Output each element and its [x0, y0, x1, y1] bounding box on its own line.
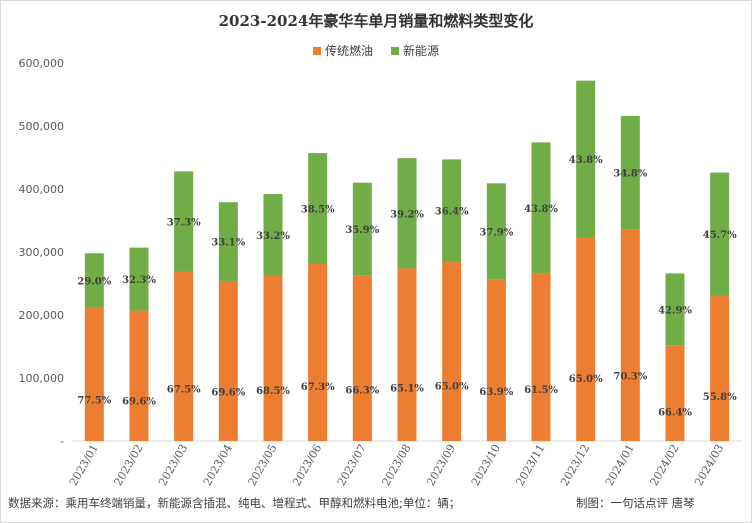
data-label-ice: 69.6%	[122, 397, 156, 408]
bar-nev	[576, 80, 596, 238]
data-label-ice: 65.0%	[435, 382, 469, 393]
x-tick-label: 2023/02	[111, 442, 145, 488]
data-label-ice: 65.0%	[569, 374, 603, 385]
data-label-nev: 33.2%	[256, 231, 290, 242]
data-label-ice: 65.1%	[390, 383, 424, 394]
data-label-ice: 68.5%	[256, 386, 290, 397]
legend-swatch-nev	[391, 46, 399, 55]
bar-nev	[486, 183, 506, 280]
bar-nev	[218, 202, 238, 281]
x-tick-label: 2023/05	[245, 442, 279, 488]
bar-nev	[620, 115, 640, 230]
bar-ice	[531, 273, 551, 441]
data-label-ice: 69.6%	[211, 387, 245, 398]
y-tick-label: 200,000	[19, 309, 65, 322]
bar-nev	[174, 171, 194, 272]
bar-nev	[397, 158, 417, 269]
legend-item-nev: 新能源	[391, 42, 439, 59]
data-label-nev: 45.7%	[703, 230, 737, 241]
bar-nev	[531, 142, 551, 274]
bar-ice	[442, 262, 462, 441]
bar-nev	[710, 172, 730, 296]
data-label-ice: 61.5%	[524, 385, 558, 396]
bar-nev	[665, 273, 685, 346]
data-label-nev: 38.5%	[301, 205, 335, 216]
bar-ice	[352, 275, 372, 441]
legend-item-ice: 传统燃油	[312, 42, 373, 59]
data-label-ice: 67.3%	[301, 382, 335, 393]
data-label-ice: 67.5%	[167, 384, 201, 395]
data-label-nev: 43.8%	[569, 155, 603, 166]
legend: 传统燃油 新能源	[0, 42, 752, 59]
data-label-ice: 55.8%	[703, 392, 737, 403]
chart-title: 2023-2024年豪华车单月销量和燃料类型变化	[218, 12, 534, 30]
bar-ice	[486, 279, 506, 441]
bar-nev	[308, 153, 328, 264]
data-label-nev: 37.3%	[167, 217, 201, 228]
y-tick-label: 500,000	[19, 120, 65, 133]
y-tick-label: 600,000	[19, 57, 65, 70]
data-label-nev: 39.2%	[390, 209, 424, 220]
data-label-nev: 36.4%	[435, 207, 469, 218]
data-label-nev: 32.3%	[122, 275, 156, 286]
legend-swatch-ice	[312, 46, 321, 55]
data-label-ice: 70.3%	[613, 371, 647, 382]
bar-ice	[665, 345, 685, 441]
bar-nev	[442, 159, 462, 263]
bar-nev	[129, 247, 149, 311]
bar-ice	[263, 275, 283, 441]
footer-source: 数据来源：乘用车终端销量，新能源含插混、纯电、增程式、甲醇和燃料电池;单位：辆；	[8, 496, 461, 510]
x-tick-label: 2023/10	[469, 442, 503, 488]
x-tick-label: 2024/01	[603, 442, 637, 488]
data-label-ice: 66.4%	[658, 407, 692, 418]
bar-ice	[397, 268, 417, 441]
bar-nev	[352, 182, 372, 276]
bar-ice	[129, 310, 149, 441]
data-label-nev: 29.0%	[77, 276, 111, 287]
footer-credit: 制图：一句话点评 唐琴	[576, 496, 695, 510]
x-tick-label: 2023/07	[335, 442, 369, 488]
bar-ice	[218, 280, 238, 441]
x-tick-label: 2024/03	[692, 442, 726, 488]
x-tick-label: 2024/02	[647, 442, 681, 488]
bar-ice	[84, 307, 104, 441]
y-tick-label: -	[60, 435, 64, 448]
data-label-nev: 33.1%	[211, 238, 245, 249]
x-tick-label: 2023/04	[201, 442, 235, 488]
data-label-ice: 77.5%	[77, 396, 111, 407]
data-label-nev: 37.9%	[479, 228, 513, 239]
x-tick-label: 2023/01	[67, 442, 101, 488]
bar-nev	[263, 194, 283, 276]
bar-ice	[576, 237, 596, 441]
y-tick-label: 100,000	[19, 372, 65, 385]
data-label-ice: 63.9%	[479, 387, 513, 398]
x-tick-label: 2023/03	[156, 442, 190, 488]
legend-label-ice: 传统燃油	[324, 44, 373, 58]
y-tick-label: 400,000	[19, 183, 65, 196]
x-tick-label: 2023/08	[379, 442, 413, 488]
bar-ice	[174, 271, 194, 441]
x-tick-label: 2023/09	[424, 442, 458, 488]
data-label-nev: 42.9%	[658, 305, 692, 316]
data-label-nev: 34.8%	[613, 169, 647, 180]
x-tick-label: 2023/12	[558, 442, 592, 488]
data-label-ice: 66.3%	[345, 386, 379, 397]
bar-ice	[308, 263, 328, 441]
bar-ice	[620, 229, 640, 441]
x-tick-label: 2023/11	[513, 442, 547, 488]
y-tick-label: 300,000	[19, 246, 65, 259]
bar-ice	[710, 295, 730, 441]
data-label-nev: 35.9%	[345, 225, 379, 236]
legend-label-nev: 新能源	[403, 44, 440, 58]
x-tick-label: 2023/06	[290, 442, 324, 488]
bar-nev	[84, 253, 104, 308]
data-label-nev: 43.8%	[524, 204, 558, 215]
